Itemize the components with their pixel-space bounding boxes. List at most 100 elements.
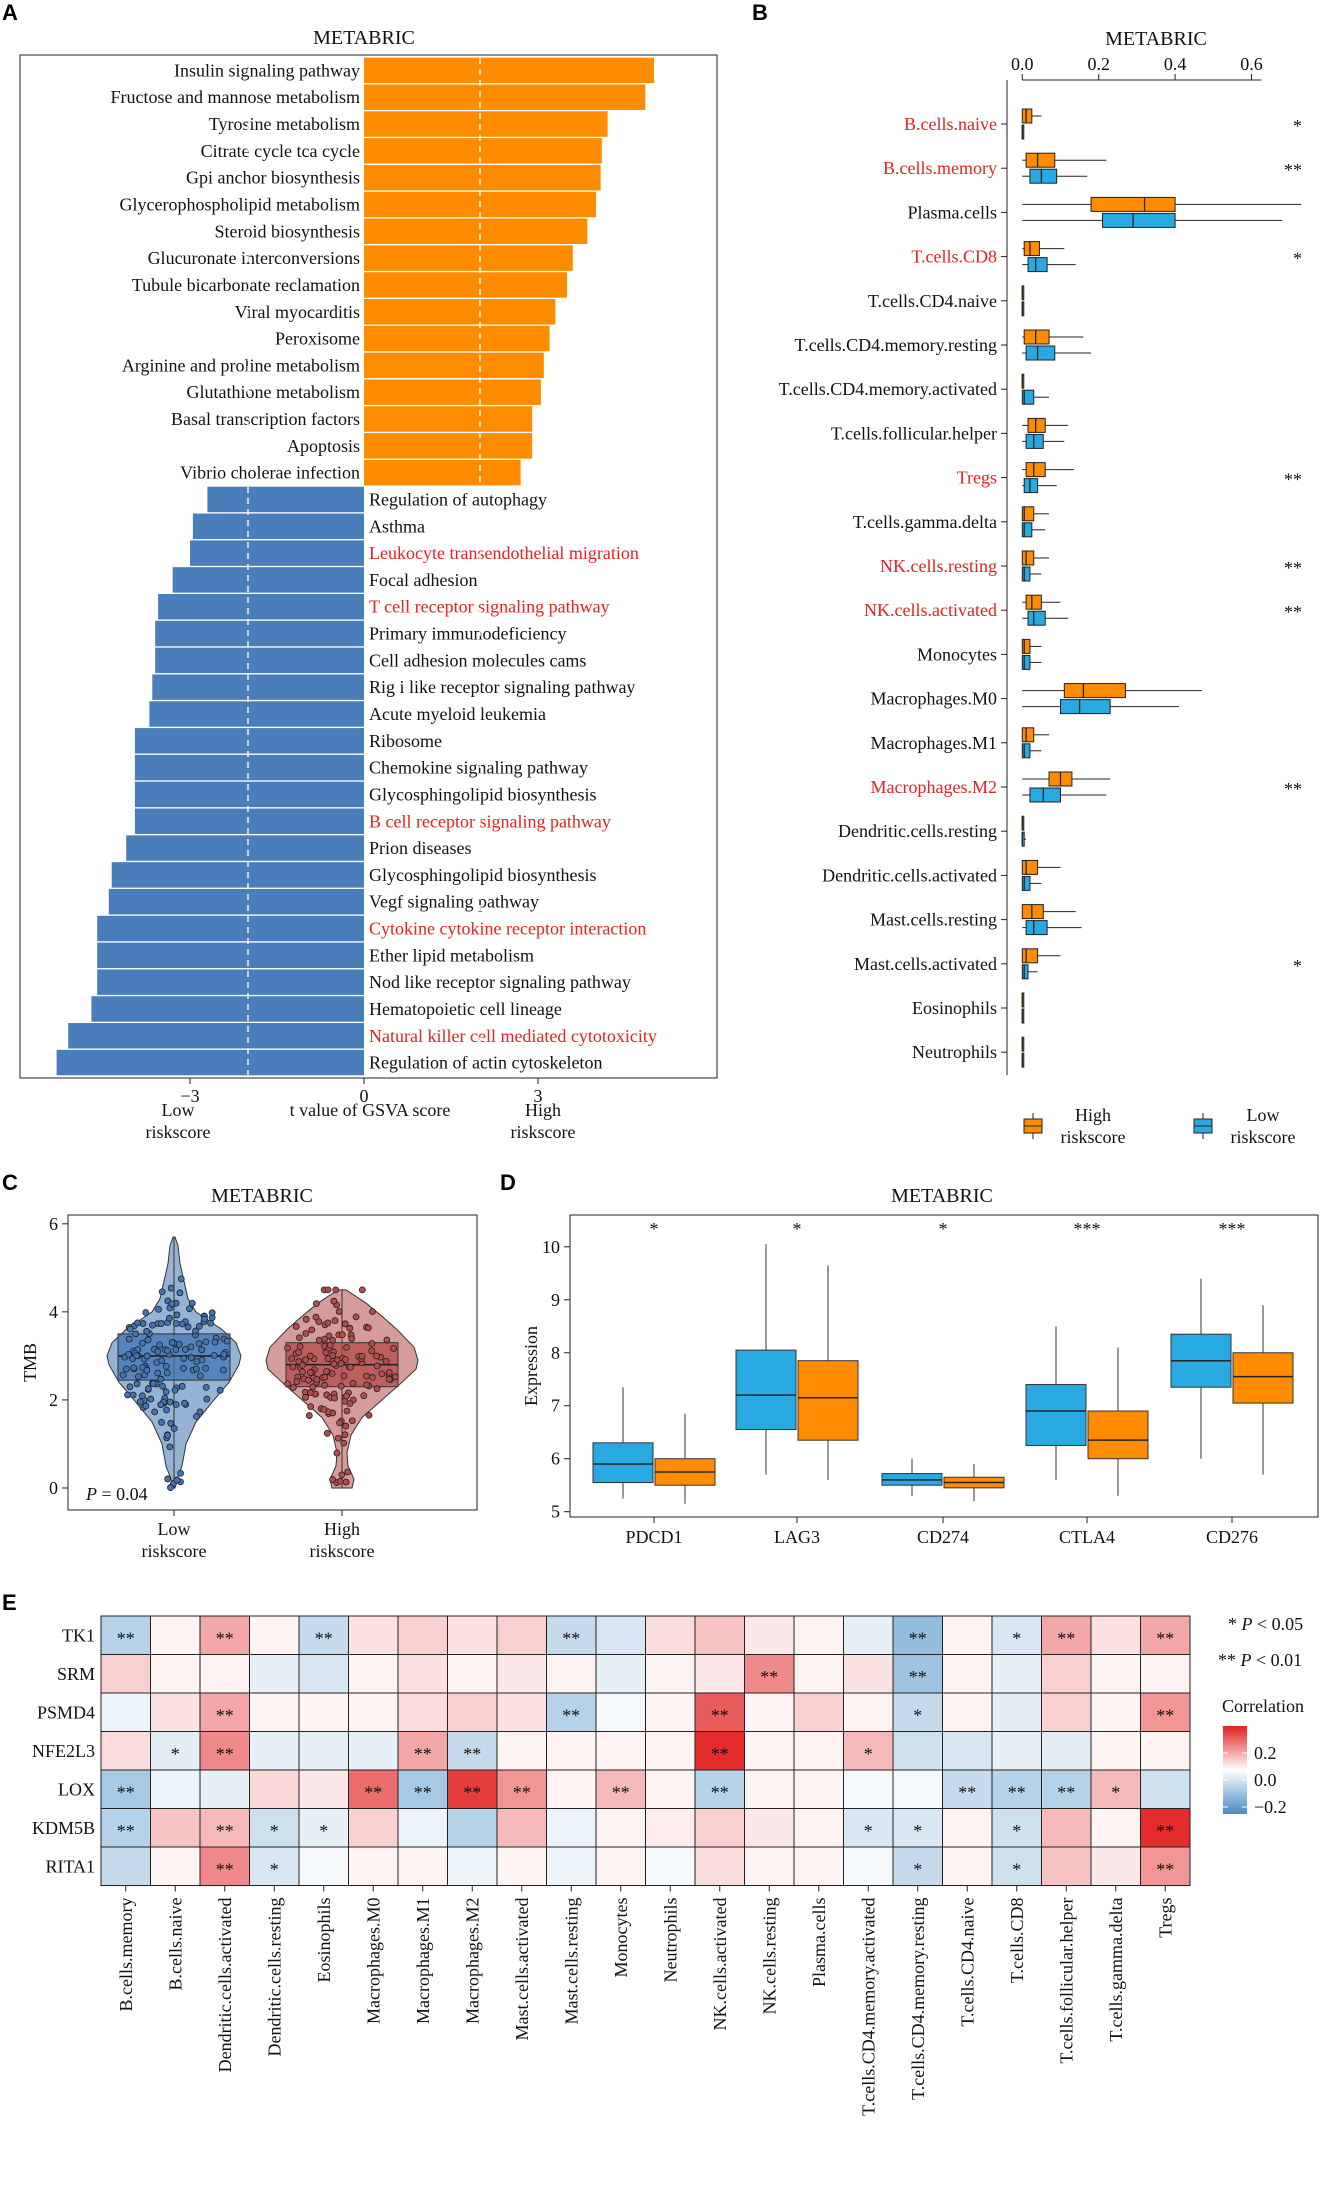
- row-label: TK1: [62, 1625, 95, 1645]
- violin-point: [358, 1286, 366, 1294]
- gene-label: CTLA4: [1059, 1527, 1115, 1547]
- y-axis-label: Expression: [521, 1326, 541, 1406]
- heatmap-cell: [100, 1692, 151, 1732]
- heatmap-star: **: [562, 1705, 580, 1725]
- violin-point: [323, 1429, 331, 1437]
- violin-point: [373, 1362, 381, 1370]
- heatmap-cell: [447, 1615, 498, 1655]
- heatmap-cell: [942, 1654, 993, 1694]
- heatmap-star: **: [1156, 1628, 1174, 1648]
- heatmap-cell: [249, 1769, 300, 1809]
- heatmap-cell: [397, 1808, 448, 1848]
- violin-point: [167, 1484, 174, 1491]
- low-pdcd1-box: [592, 1442, 654, 1484]
- category-label: Mast.cells.activated: [854, 954, 997, 974]
- bar-label: Rig i like receptor signaling pathway: [369, 677, 635, 697]
- group-label: Low riskscore: [142, 1519, 207, 1561]
- violin-point: [193, 1365, 200, 1373]
- y-tick-label: 6: [551, 1449, 560, 1469]
- heatmap-cell: [546, 1846, 597, 1886]
- violin-point: [202, 1364, 210, 1372]
- heatmap-cell: [298, 1731, 349, 1771]
- heatmap-cell: [694, 1808, 745, 1848]
- x-tick-label: −3: [180, 1086, 199, 1106]
- category-label: NK.cells.resting: [880, 556, 997, 576]
- bar-label: Regulation of autophagy: [369, 489, 547, 509]
- bar-label: Glycosphingolipid biosynthesis: [369, 784, 597, 804]
- violin-point: [163, 1369, 171, 1377]
- heatmap-cell: [249, 1808, 300, 1848]
- heatmap-cell: [694, 1846, 745, 1886]
- bar-label: Hematopoietic cell lineage: [369, 999, 562, 1019]
- violin-point: [342, 1478, 350, 1486]
- x-axis-label: t value of GSVA score: [290, 1100, 451, 1120]
- violin-point: [156, 1341, 163, 1349]
- heatmap-star: *: [171, 1744, 180, 1764]
- significance-marker: *: [650, 1219, 659, 1239]
- heatmap-cell: [496, 1692, 547, 1732]
- bar-peroxisome: [364, 325, 550, 352]
- category-label: Tregs: [957, 468, 997, 488]
- violin-point: [201, 1315, 208, 1323]
- legend-p005: * P < 0.05: [1228, 1614, 1303, 1634]
- heatmap-cell: [595, 1808, 646, 1848]
- violin-point: [368, 1347, 376, 1355]
- violin-point: [329, 1476, 336, 1483]
- bar-t-cell-receptor-signaling-pathway: [158, 593, 364, 620]
- violin-point: [315, 1336, 323, 1344]
- heatmap-star: *: [913, 1821, 922, 1841]
- bar-label: Vibrio cholerae infection: [180, 463, 360, 483]
- violin-point: [196, 1372, 204, 1380]
- bar-tubule-bicarbonate-reclamation: [364, 272, 567, 298]
- heatmap-cell: [150, 1846, 201, 1886]
- violin-point: [134, 1319, 141, 1327]
- violin-point: [176, 1289, 184, 1297]
- heatmap-cell: [645, 1654, 696, 1694]
- violin-point: [373, 1352, 380, 1360]
- violin-point: [207, 1319, 215, 1327]
- heatmap-star: **: [315, 1628, 333, 1648]
- heatmap-cell: [942, 1615, 993, 1655]
- bar-fructose-and-mannose-metabolism: [364, 84, 646, 110]
- high-ctla4-box: [1087, 1410, 1149, 1460]
- high-tregs-box: [1025, 462, 1046, 478]
- bar-vibrio-cholerae-infection: [364, 459, 521, 486]
- bar-label: Glycosphingolipid biosynthesis: [369, 865, 597, 885]
- high-t-cells-cd8-box: [1023, 241, 1040, 257]
- bar-label: Focal adhesion: [369, 570, 477, 590]
- violin-point: [173, 1476, 181, 1484]
- heatmap-cell: [1140, 1731, 1191, 1771]
- panel-d-title: METABRIC: [891, 1185, 993, 1207]
- bar-label: Ether lipid metabolism: [369, 945, 534, 965]
- legend-p001: ** P < 0.01: [1218, 1650, 1302, 1670]
- y-tick-label: 10: [542, 1237, 560, 1257]
- heatmap-star: **: [1156, 1821, 1174, 1841]
- panel-e-correlation-heatmap: TK1 ** ** ** ** ** * ** **SRM ** **PSMD4 ** ** ** * **N…: [32, 1614, 1304, 2116]
- violin-point: [198, 1346, 206, 1354]
- violin-point: [138, 1339, 146, 1347]
- heatmap-star: **: [463, 1744, 481, 1764]
- violin-point: [202, 1383, 210, 1391]
- violin-point: [340, 1439, 348, 1447]
- colorbar-label: −0.2: [1254, 1797, 1287, 1817]
- violin-point: [133, 1380, 141, 1388]
- bar-label: Ribosome: [369, 731, 442, 751]
- heatmap-star: *: [1012, 1628, 1021, 1648]
- column-label: Plasma.cells: [809, 1898, 829, 1987]
- bar-vegf-signaling-pathway: [108, 888, 364, 915]
- heatmap-cell: [199, 1846, 250, 1886]
- low-mast-cells-resting-box: [1025, 920, 1048, 936]
- heatmap-cell: [793, 1808, 844, 1848]
- heatmap-cell: [546, 1731, 597, 1771]
- category-label: T.cells.follicular.helper: [831, 423, 997, 443]
- violin-point: [385, 1375, 393, 1383]
- heatmap-cell: [1140, 1846, 1191, 1886]
- heatmap-cell: [942, 1769, 993, 1809]
- y-tick-label: 0: [49, 1478, 58, 1498]
- heatmap-star: **: [562, 1628, 580, 1648]
- violin-point: [342, 1422, 350, 1430]
- heatmap-cell: [397, 1846, 448, 1886]
- heatmap-cell: [546, 1769, 597, 1809]
- column-label: Dendritic.cells.resting: [264, 1898, 284, 2057]
- bar-glycosphingolipid-biosynthesis: [111, 862, 364, 888]
